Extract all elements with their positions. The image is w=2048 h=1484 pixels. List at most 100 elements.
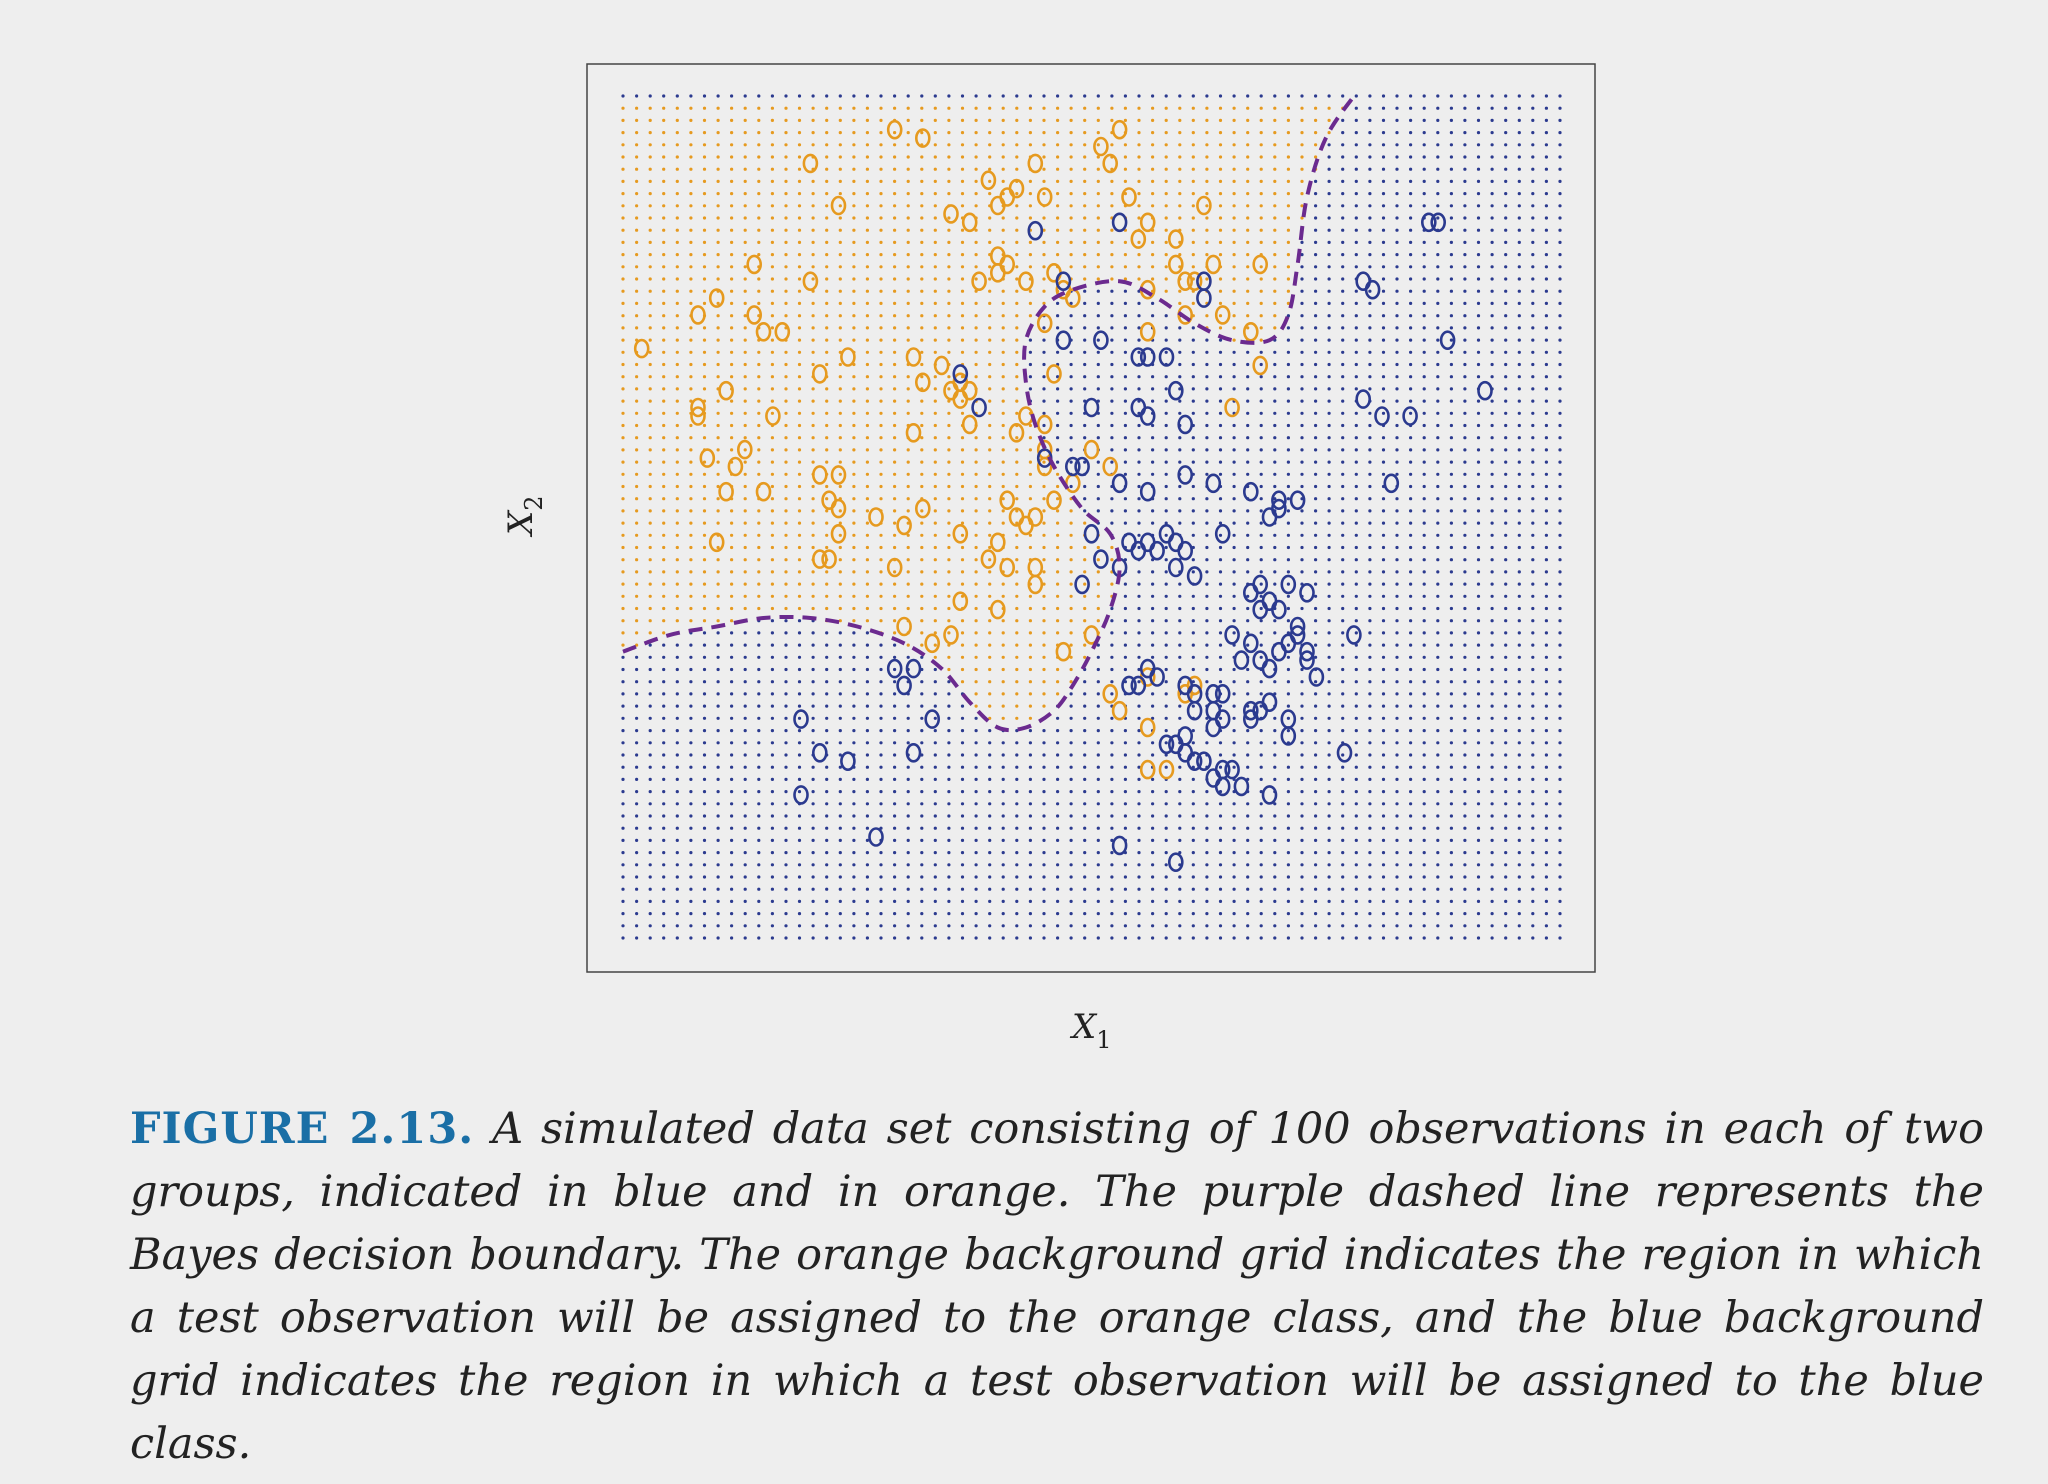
grid-dot — [893, 289, 897, 293]
grid-dot — [1056, 399, 1060, 403]
grid-dot — [865, 521, 870, 525]
grid-dot — [743, 545, 747, 550]
grid-dot — [1490, 375, 1494, 379]
grid-dot — [1218, 582, 1223, 586]
grid-dot — [1178, 179, 1182, 183]
grid-dot — [797, 484, 802, 489]
grid-dot — [988, 582, 992, 586]
grid-dot — [757, 387, 761, 391]
grid-dot — [1476, 362, 1481, 367]
grid-dot — [1083, 814, 1087, 818]
orange-point — [999, 254, 1016, 275]
grid-dot — [1246, 289, 1250, 293]
grid-dot — [893, 680, 897, 684]
grid-dot — [1015, 582, 1019, 586]
grid-dot — [621, 265, 625, 269]
grid-dot — [1368, 631, 1372, 635]
grid-dot — [838, 314, 842, 318]
grid-dot — [1341, 619, 1345, 623]
grid-dot — [838, 436, 842, 440]
grid-dot — [811, 533, 815, 537]
grid-dot — [1218, 814, 1223, 818]
grid-dot — [988, 289, 992, 293]
grid-dot — [1409, 472, 1413, 476]
grid-dot — [675, 851, 679, 855]
grid-dot — [1368, 826, 1372, 830]
orange-point — [905, 422, 922, 443]
grid-dot — [784, 192, 788, 196]
grid-dot — [1300, 277, 1304, 281]
grid-dot — [1476, 277, 1481, 281]
grid-dot — [797, 289, 802, 293]
grid-dot — [770, 704, 775, 708]
grid-dot — [988, 314, 992, 318]
grid-dot — [1381, 350, 1386, 354]
grid-dot — [1558, 448, 1562, 452]
grid-dot — [906, 814, 910, 818]
grid-dot — [838, 533, 842, 537]
grid-dot — [1558, 667, 1562, 672]
grid-dot — [1015, 863, 1019, 867]
grid-dot — [730, 436, 734, 440]
grid-dot — [893, 94, 897, 98]
grid-dot — [1083, 765, 1087, 769]
grid-dot — [1558, 472, 1562, 476]
grid-dot — [1015, 314, 1019, 318]
grid-dot — [635, 289, 639, 293]
grid-dot — [1151, 643, 1155, 647]
grid-dot — [1164, 155, 1168, 159]
grid-dot — [662, 460, 666, 464]
grid-dot — [1544, 777, 1548, 782]
grid-dot — [1558, 338, 1562, 342]
grid-dot — [1056, 753, 1060, 757]
grid-dot — [784, 631, 788, 635]
grid-dot — [1517, 301, 1521, 305]
grid-dot — [1028, 216, 1032, 220]
grid-dot — [1164, 545, 1168, 550]
grid-dot — [1300, 460, 1304, 464]
grid-dot — [1409, 521, 1413, 525]
grid-dot — [797, 314, 802, 318]
grid-dot — [797, 729, 802, 733]
orange-point — [943, 380, 959, 401]
grid-dot — [1300, 387, 1304, 391]
grid-dot — [1015, 838, 1019, 843]
grid-dot — [960, 741, 965, 745]
grid-dot — [1273, 680, 1277, 684]
grid-dot — [852, 326, 856, 330]
grid-dot — [743, 192, 747, 196]
grid-dot — [1368, 716, 1372, 720]
grid-dot — [1110, 265, 1114, 269]
grid-dot — [974, 131, 978, 135]
grid-dot — [689, 472, 693, 476]
grid-dot — [1449, 118, 1453, 122]
grid-dot — [1056, 716, 1060, 720]
grid-dot — [988, 790, 992, 794]
grid-dot — [702, 729, 707, 733]
grid-dot — [1191, 301, 1195, 305]
grid-dot — [1259, 94, 1263, 98]
grid-dot — [757, 118, 761, 122]
grid-dot — [1110, 680, 1114, 684]
grid-dot — [784, 680, 788, 684]
grid-dot — [988, 277, 992, 281]
grid-dot — [947, 692, 951, 696]
grid-dot — [1449, 411, 1453, 415]
grid-dot — [1368, 802, 1372, 806]
grid-dot — [1232, 619, 1236, 623]
grid-dot — [879, 326, 883, 330]
grid-dot — [1368, 790, 1372, 794]
grid-dot — [1001, 631, 1005, 635]
grid-dot — [811, 802, 815, 806]
grid-dot — [1205, 387, 1209, 391]
grid-dot — [1381, 94, 1386, 98]
grid-dot — [675, 411, 679, 415]
grid-dot — [947, 216, 951, 220]
grid-dot — [1218, 667, 1223, 672]
grid-dot — [1028, 875, 1032, 879]
grid-dot — [1218, 521, 1223, 525]
grid-dot — [689, 448, 693, 452]
grid-dot — [1015, 436, 1019, 440]
grid-dot — [1110, 326, 1114, 330]
grid-dot — [1449, 192, 1453, 196]
